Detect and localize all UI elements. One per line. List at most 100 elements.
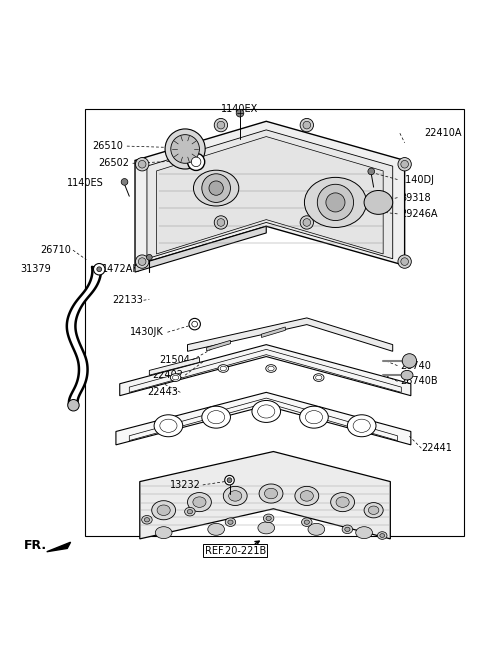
Circle shape: [146, 255, 152, 260]
Ellipse shape: [220, 366, 227, 371]
Circle shape: [317, 184, 354, 221]
Ellipse shape: [336, 497, 349, 507]
Ellipse shape: [202, 406, 230, 428]
Ellipse shape: [353, 419, 370, 432]
Circle shape: [94, 264, 105, 275]
Circle shape: [401, 258, 408, 265]
PathPatch shape: [67, 267, 101, 406]
Circle shape: [227, 478, 232, 483]
Text: 22443: 22443: [147, 387, 178, 398]
Polygon shape: [120, 345, 411, 396]
Ellipse shape: [380, 534, 384, 537]
Circle shape: [192, 157, 201, 167]
Ellipse shape: [304, 178, 366, 227]
Circle shape: [236, 109, 244, 117]
Circle shape: [214, 215, 228, 229]
Ellipse shape: [157, 505, 170, 515]
Ellipse shape: [187, 509, 192, 514]
Ellipse shape: [264, 488, 277, 499]
Bar: [85, 109, 464, 537]
Circle shape: [300, 215, 313, 229]
Ellipse shape: [258, 522, 275, 534]
Ellipse shape: [345, 527, 350, 532]
Text: 22402: 22402: [152, 370, 183, 380]
Ellipse shape: [364, 503, 383, 518]
Ellipse shape: [193, 497, 206, 507]
Circle shape: [68, 400, 79, 411]
Ellipse shape: [300, 490, 313, 501]
Ellipse shape: [315, 375, 322, 380]
Ellipse shape: [300, 406, 328, 428]
Ellipse shape: [348, 415, 376, 437]
Ellipse shape: [193, 170, 239, 206]
Circle shape: [300, 118, 313, 132]
Circle shape: [209, 181, 223, 195]
Text: 26740: 26740: [400, 360, 431, 371]
Circle shape: [401, 161, 408, 168]
Circle shape: [326, 193, 345, 212]
Ellipse shape: [368, 506, 379, 515]
Ellipse shape: [252, 400, 281, 422]
Ellipse shape: [308, 523, 324, 535]
Circle shape: [217, 219, 225, 227]
Circle shape: [217, 121, 225, 129]
Ellipse shape: [342, 525, 353, 534]
Circle shape: [303, 219, 311, 227]
Text: 22441: 22441: [421, 443, 452, 453]
Ellipse shape: [218, 364, 228, 372]
Ellipse shape: [305, 411, 323, 424]
Ellipse shape: [266, 364, 276, 372]
Ellipse shape: [208, 523, 225, 535]
Ellipse shape: [223, 486, 247, 505]
Text: 13232: 13232: [170, 480, 201, 490]
Ellipse shape: [356, 527, 372, 539]
Ellipse shape: [188, 492, 211, 512]
Polygon shape: [140, 451, 390, 539]
Text: REF.20-221B: REF.20-221B: [204, 546, 266, 556]
Polygon shape: [147, 130, 393, 259]
Text: 1430JK: 1430JK: [130, 327, 164, 337]
Ellipse shape: [152, 501, 176, 520]
Text: 26510: 26510: [92, 141, 123, 151]
Ellipse shape: [160, 419, 177, 432]
Circle shape: [368, 168, 374, 175]
Circle shape: [97, 267, 102, 272]
Text: 22133: 22133: [113, 295, 144, 305]
Ellipse shape: [304, 520, 310, 524]
Ellipse shape: [228, 520, 233, 524]
Circle shape: [138, 161, 146, 168]
Text: 26502: 26502: [98, 158, 129, 168]
Text: 22410A: 22410A: [424, 128, 462, 138]
Ellipse shape: [295, 486, 319, 505]
Ellipse shape: [156, 527, 172, 539]
Ellipse shape: [228, 490, 242, 501]
Ellipse shape: [264, 514, 274, 522]
Ellipse shape: [331, 492, 355, 512]
Text: 21504: 21504: [159, 355, 190, 365]
Polygon shape: [47, 542, 71, 552]
Circle shape: [398, 255, 411, 268]
Circle shape: [165, 129, 205, 169]
Ellipse shape: [144, 518, 150, 522]
Circle shape: [303, 121, 311, 129]
Text: 1140ES: 1140ES: [67, 178, 104, 188]
Text: FR.: FR.: [24, 539, 48, 552]
Circle shape: [189, 319, 200, 330]
Ellipse shape: [401, 370, 413, 380]
Ellipse shape: [268, 366, 274, 371]
Ellipse shape: [313, 374, 324, 381]
Ellipse shape: [207, 411, 225, 424]
Ellipse shape: [301, 518, 312, 526]
Ellipse shape: [364, 191, 393, 214]
Circle shape: [398, 157, 411, 171]
Ellipse shape: [185, 507, 195, 516]
Ellipse shape: [258, 405, 275, 418]
Circle shape: [171, 135, 199, 163]
Ellipse shape: [142, 515, 152, 524]
Text: 31379: 31379: [21, 264, 51, 274]
Ellipse shape: [266, 516, 271, 520]
Polygon shape: [116, 392, 411, 445]
Circle shape: [138, 258, 146, 265]
Circle shape: [402, 354, 417, 368]
Text: 29246A: 29246A: [400, 209, 437, 219]
